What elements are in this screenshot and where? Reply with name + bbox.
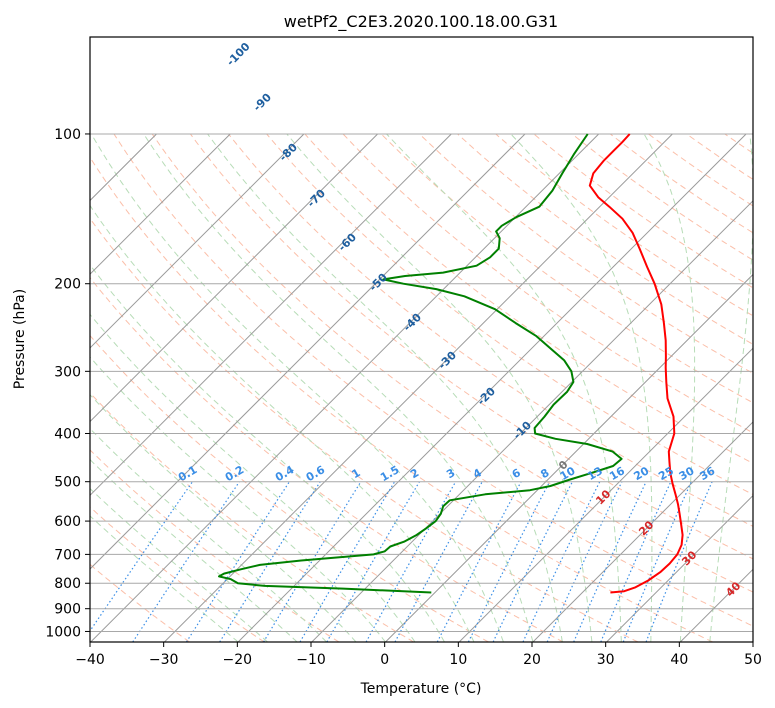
mixing-ratio-line bbox=[132, 481, 240, 642]
isotherm-line bbox=[90, 133, 231, 275]
axes: −40 −30 −20 −10 0 10 20 30 40 50 100 200 300 400 500 60… bbox=[45, 127, 762, 668]
chart-title: wetPf2_C2E3.2020.100.18.00.G31 bbox=[284, 12, 558, 32]
temperature-profile-line bbox=[588, 133, 684, 594]
moist-adiabat bbox=[286, 133, 593, 642]
x-tick-label: 50 bbox=[744, 652, 762, 668]
moist-adiabat bbox=[90, 204, 475, 642]
x-tick-label: −40 bbox=[75, 652, 105, 668]
y-tick-label: 500 bbox=[54, 475, 81, 491]
isotherm-line bbox=[532, 421, 753, 642]
plot-frame bbox=[89, 36, 754, 643]
y-axis-title: Pressure (hPa) bbox=[12, 289, 28, 389]
moist-adiabat bbox=[90, 133, 504, 642]
isotherm-line bbox=[606, 494, 753, 642]
x-tick-label: 30 bbox=[597, 652, 615, 668]
mixing-ratio-line bbox=[219, 481, 321, 642]
dry-adiabat bbox=[90, 156, 713, 642]
moist-adiabat bbox=[207, 133, 563, 642]
isotherm-line bbox=[311, 200, 753, 642]
x-axis-title: Temperature (°C) bbox=[360, 681, 482, 697]
x-tick-label: 10 bbox=[449, 652, 467, 668]
isotherm-line bbox=[237, 133, 747, 642]
isotherm-line bbox=[164, 133, 673, 642]
dry-adiabat bbox=[380, 133, 753, 404]
isotherm-line bbox=[90, 133, 526, 570]
isotherm-line bbox=[385, 273, 753, 642]
moist-adiabat bbox=[386, 133, 622, 642]
moist-adiabat bbox=[90, 515, 239, 642]
x-tick-label: 40 bbox=[670, 652, 688, 668]
y-tick-label: 800 bbox=[54, 576, 81, 592]
isotherm-line bbox=[458, 347, 753, 642]
dry-adiabat bbox=[90, 334, 489, 642]
mixing-ratio-line bbox=[394, 481, 483, 642]
moist-adiabat bbox=[90, 264, 445, 642]
moist-adiabat bbox=[643, 133, 696, 642]
moist-adiabat bbox=[90, 394, 357, 642]
y-tick-label: 100 bbox=[54, 127, 81, 143]
y-tick-label: 700 bbox=[54, 547, 81, 563]
dry-adiabat bbox=[90, 276, 564, 642]
x-tick-label: 20 bbox=[523, 652, 541, 668]
moist-adiabat bbox=[90, 313, 416, 642]
moist-adiabat bbox=[90, 458, 298, 642]
moist-adiabat bbox=[143, 133, 534, 642]
dry-adiabat bbox=[113, 133, 753, 627]
x-tick-label: −30 bbox=[149, 652, 179, 668]
moist-adiabat bbox=[510, 133, 653, 642]
dry-adiabat bbox=[342, 133, 753, 434]
mixing-ratio-line bbox=[467, 481, 551, 642]
y-tick-label: 600 bbox=[54, 514, 81, 530]
y-tick-label: 1000 bbox=[45, 624, 81, 640]
dewpoint-profile-line bbox=[218, 133, 623, 594]
isotherm-line bbox=[90, 133, 378, 423]
x-tick-label: 0 bbox=[380, 652, 389, 668]
moist-adiabat bbox=[90, 487, 268, 642]
mixing-ratio-line bbox=[622, 481, 692, 642]
mixing-ratio-line bbox=[600, 481, 672, 642]
moist-adiabat bbox=[709, 133, 753, 642]
y-tick-label: 200 bbox=[54, 277, 81, 293]
dry-adiabat bbox=[90, 217, 639, 642]
isotherm-line bbox=[90, 133, 305, 349]
y-tick-label: 400 bbox=[54, 426, 81, 442]
mixing-ratio-line bbox=[522, 481, 601, 642]
isotherm-line bbox=[90, 133, 452, 497]
mixing-ratio-line bbox=[645, 481, 713, 642]
dry-adiabat bbox=[228, 133, 753, 527]
mixing-ratio-line bbox=[263, 481, 362, 642]
mixing-ratio-line bbox=[546, 481, 623, 642]
dry-adiabat bbox=[90, 506, 265, 642]
mixing-ratio-line bbox=[492, 481, 573, 642]
dry-adiabat bbox=[151, 133, 753, 593]
y-tick-label: 300 bbox=[54, 364, 81, 380]
moist-adiabat bbox=[90, 427, 327, 642]
y-tick-label: 900 bbox=[54, 602, 81, 618]
x-tick-label: −20 bbox=[223, 652, 253, 668]
x-tick-label: −10 bbox=[296, 652, 326, 668]
